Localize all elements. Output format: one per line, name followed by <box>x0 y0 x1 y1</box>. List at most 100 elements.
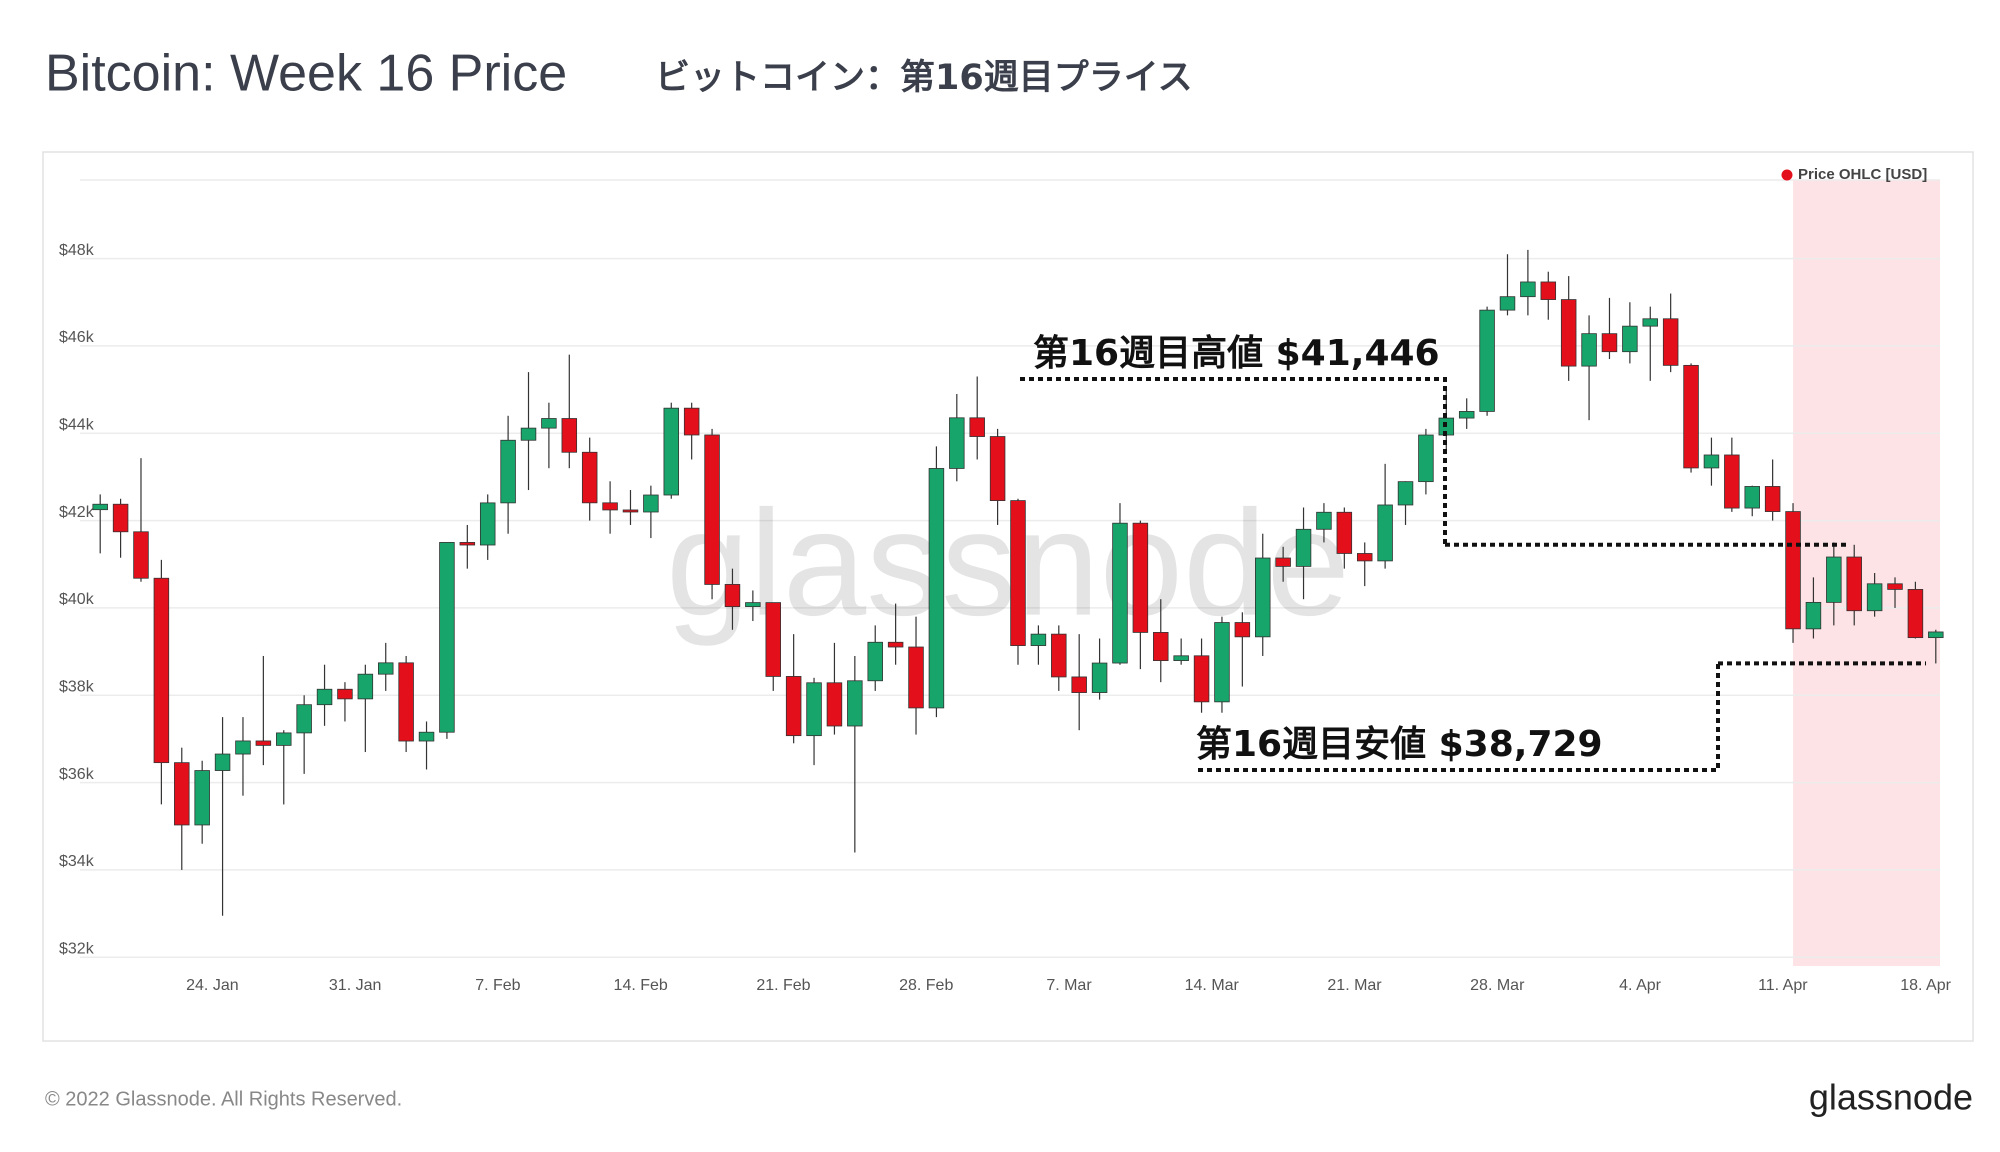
candle-body <box>418 731 435 742</box>
candle-body <box>1316 511 1332 530</box>
y-tick-label: $36k <box>59 766 95 783</box>
candle-body <box>847 680 863 727</box>
annotation-label: 第16週目高値 $41,446 <box>1033 333 1440 374</box>
legend-label: Price OHLC [USD] <box>1798 166 1927 183</box>
candle-body <box>683 407 700 436</box>
legend-marker <box>1781 169 1793 181</box>
candle-body <box>1887 583 1903 590</box>
candle-body <box>459 542 476 546</box>
y-tick-label: $42k <box>59 504 95 521</box>
y-tick-label: $40k <box>59 591 95 608</box>
candle-body <box>1499 296 1516 311</box>
candle-body <box>439 542 455 733</box>
x-tick-label: 7. Feb <box>475 977 520 994</box>
candle-body <box>296 704 312 734</box>
x-tick-label: 31. Jan <box>329 977 381 994</box>
candle-body <box>1928 631 1944 639</box>
candle-body <box>153 577 170 764</box>
candle-body <box>1560 299 1577 367</box>
x-tick-label: 28. Feb <box>899 977 953 994</box>
chart-title: Bitcoin: Week 16 Price <box>45 45 567 103</box>
annotation-leader <box>1198 663 1720 772</box>
candle-body <box>908 646 924 709</box>
candle-body <box>765 602 781 677</box>
candle-body <box>1764 486 1781 512</box>
candle-body <box>1744 486 1760 509</box>
candle-body <box>1805 601 1822 630</box>
candle-body <box>887 641 904 648</box>
candle-body <box>1377 504 1393 562</box>
candle-body <box>1030 633 1047 646</box>
candle-body <box>1622 325 1638 353</box>
candle-body <box>1010 500 1026 646</box>
candle-body <box>949 417 965 469</box>
candle-body <box>989 436 1006 502</box>
candle-body <box>479 502 496 546</box>
candle-body <box>1112 522 1128 664</box>
week-highlight <box>1793 180 1940 966</box>
candle-body <box>1458 411 1475 419</box>
candle-body <box>337 688 353 700</box>
y-tick-label: $46k <box>59 329 95 346</box>
candle-body <box>826 682 843 727</box>
candle-body <box>316 688 333 706</box>
candle-body <box>867 641 883 682</box>
candle-body <box>1866 583 1883 612</box>
candle-body <box>663 407 680 496</box>
candle-body <box>1153 632 1169 661</box>
candle-body <box>541 418 557 429</box>
y-tick-label: $34k <box>59 853 95 870</box>
candle-body <box>969 417 985 437</box>
candle-body <box>1520 281 1536 298</box>
candle-body <box>1234 622 1251 638</box>
candle-body <box>1132 522 1149 633</box>
x-tick-label: 21. Mar <box>1327 977 1382 994</box>
x-tick-label: 28. Mar <box>1470 977 1525 994</box>
logo: glassnode <box>1809 1077 1973 1118</box>
candle-body <box>1846 556 1862 612</box>
x-tick-label: 7. Mar <box>1046 977 1092 994</box>
x-tick-label: 24. Jan <box>186 977 238 994</box>
candle-body <box>1540 281 1557 300</box>
x-tick-label: 21. Feb <box>756 977 810 994</box>
candle-body <box>1295 528 1312 567</box>
candle-body <box>1662 318 1679 366</box>
candle-body <box>1051 633 1067 678</box>
candle-body <box>520 427 537 441</box>
candle-body <box>1091 662 1108 693</box>
annotation-leader <box>1020 377 1447 545</box>
candle-body <box>112 503 129 533</box>
candle-body <box>1418 434 1434 483</box>
candle-body <box>174 762 190 826</box>
x-tick-label: 18. Apr <box>1900 977 1951 994</box>
candle-body <box>1479 309 1495 412</box>
y-tick-label: $48k <box>59 242 95 259</box>
x-tick-label: 4. Apr <box>1619 977 1661 994</box>
candle-body <box>1255 557 1271 638</box>
x-tick-label: 14. Feb <box>614 977 668 994</box>
x-tick-label: 14. Mar <box>1185 977 1240 994</box>
candle-body <box>194 770 210 826</box>
candle-body <box>602 502 618 511</box>
candle-body <box>133 531 149 579</box>
candle-body <box>1785 511 1801 630</box>
candle-body <box>643 494 659 513</box>
candle-body <box>1336 511 1353 554</box>
y-tick-label: $38k <box>59 678 95 695</box>
plot-area: $32k$34k$36k$38k$40k$42k$44k$46k$48kglas… <box>59 166 1952 994</box>
candle-body <box>92 503 108 511</box>
candle-body <box>398 662 414 742</box>
candle-body <box>1275 557 1291 567</box>
x-tick-label: 11. Apr <box>1758 977 1808 994</box>
candle-body <box>235 740 251 755</box>
y-tick-label: $44k <box>59 416 95 433</box>
candle-body <box>500 439 516 504</box>
candle-body <box>928 468 945 709</box>
candle-body <box>561 418 578 453</box>
candle-body <box>1193 655 1210 703</box>
candle-body <box>745 602 761 608</box>
candle-body <box>1356 553 1373 562</box>
y-tick-label: $32k <box>59 940 95 957</box>
footer: © 2022 Glassnode. All Rights Reserved. <box>45 1088 402 1110</box>
